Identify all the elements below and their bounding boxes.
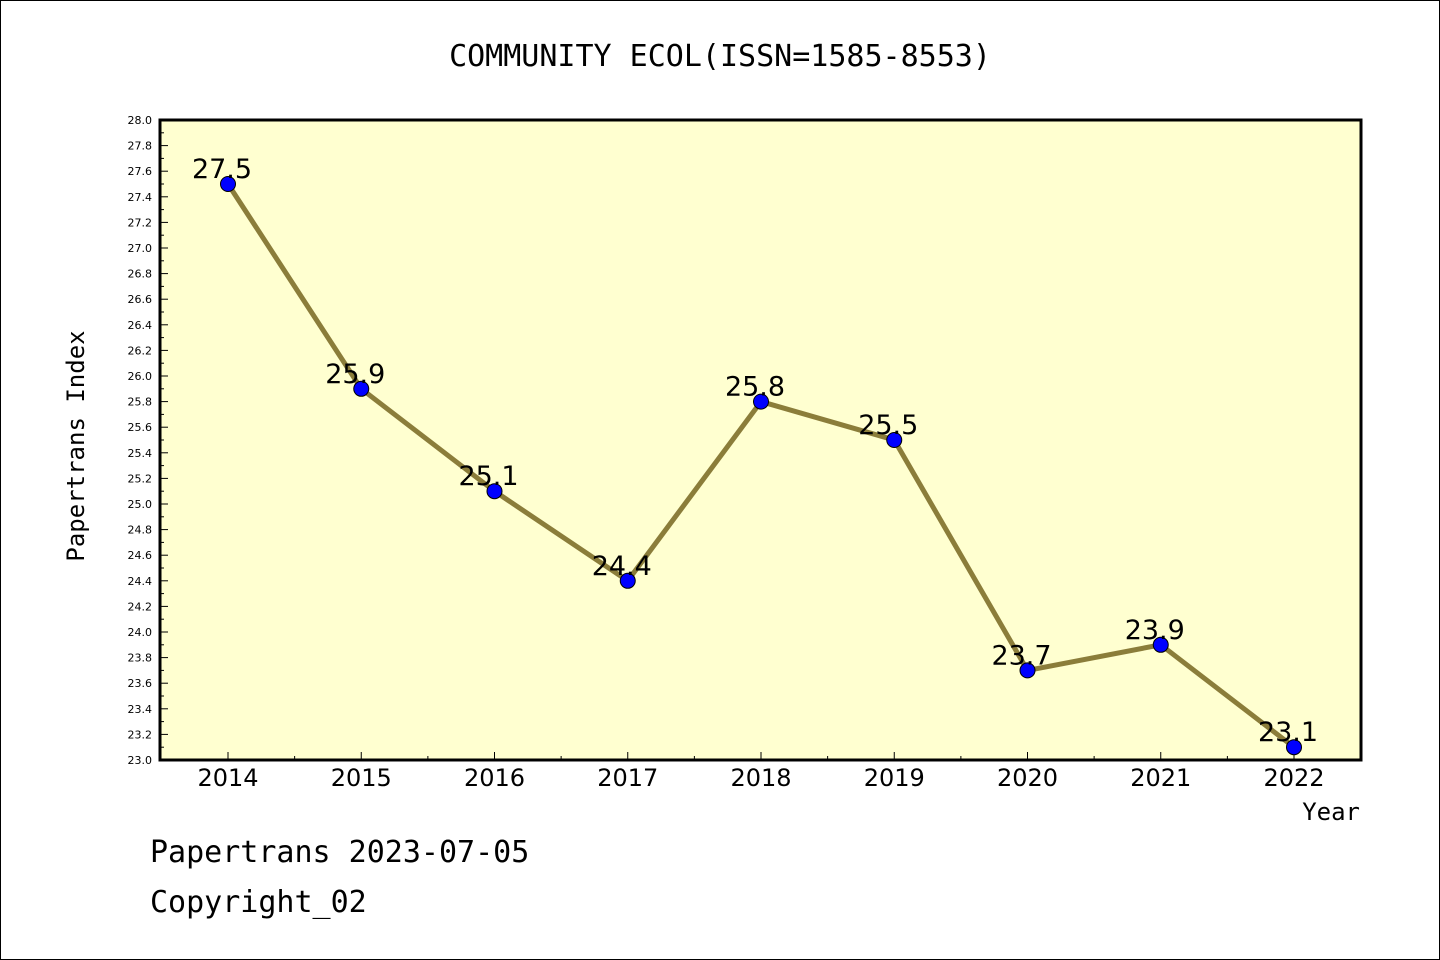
data-point-marker [1152, 636, 1169, 653]
data-markers [220, 176, 1302, 756]
y-tick-label: 26.8 [128, 268, 153, 281]
y-axis-label: Papertrans Index [62, 330, 90, 561]
data-value-label: 25.8 [725, 372, 785, 403]
x-tick-label: 2019 [864, 764, 925, 792]
y-tick-label: 24.0 [128, 626, 153, 639]
data-value-label: 23.9 [1125, 615, 1185, 646]
footer-copyright: Copyright_02 [150, 885, 367, 920]
y-tick-label: 23.4 [128, 703, 153, 716]
data-point-marker [220, 176, 236, 192]
data-point-marker [886, 432, 903, 448]
y-tick-label: 25.0 [128, 498, 153, 511]
x-tick-label: 2021 [1130, 764, 1191, 792]
y-tick-label: 23.2 [128, 728, 153, 741]
data-point-marker [486, 483, 503, 500]
y-tick-label: 26.6 [128, 293, 153, 306]
x-tick-label: 2015 [331, 764, 392, 792]
data-labels: 27.5 25.9 25.1 24.4 25.8 25.5 23.7 23.9 23.1 [192, 154, 1318, 748]
data-value-label: 23.1 [1258, 717, 1318, 748]
y-tick-label: 24.8 [128, 524, 153, 537]
y-tick-label: 27.8 [128, 140, 153, 153]
y-tick-label: 25.2 [128, 472, 153, 485]
data-point-marker [353, 380, 370, 397]
data-point-marker [1286, 739, 1302, 756]
x-tick-label: 2014 [197, 764, 258, 792]
y-tick-label: 27.4 [128, 191, 153, 204]
data-point-marker [1019, 662, 1036, 679]
y-tick-label: 26.4 [128, 319, 153, 332]
plot-border [158, 118, 1363, 762]
y-tick-label: 24.6 [128, 549, 153, 562]
y-tick-label: 25.8 [128, 396, 153, 409]
x-tick-label: 2020 [997, 764, 1058, 792]
x-tick-label: 2017 [597, 764, 658, 792]
y-tick-label: 23.0 [128, 754, 153, 767]
footer-date: Papertrans 2023-07-05 [150, 835, 530, 870]
data-value-label: 25.1 [458, 461, 518, 492]
y-tick-label: 23.6 [128, 677, 153, 690]
x-tick-label: 2022 [1263, 764, 1324, 792]
y-tick-label: 26.2 [128, 344, 153, 357]
data-value-label: 24.4 [592, 551, 652, 582]
y-tick-label: 24.2 [128, 600, 153, 613]
data-value-label: 25.9 [325, 359, 385, 390]
data-point-marker [753, 393, 769, 410]
x-tick-label: 2016 [464, 764, 525, 792]
y-tick-label: 23.8 [128, 652, 153, 665]
y-tick-label: 27.2 [128, 216, 153, 229]
y-tick-label: 26.0 [128, 370, 153, 383]
plot-area [160, 120, 1361, 760]
y-axis: 23.0 23.2 23.4 23.6 23.8 24.0 24.2 24.4 24.6 24.8… [128, 114, 168, 767]
data-point-marker [619, 572, 636, 589]
x-tick-label: 2018 [730, 764, 791, 792]
y-tick-label: 25.6 [128, 421, 153, 434]
data-value-label: 27.5 [192, 154, 252, 185]
y-tick-label: 28.0 [128, 114, 153, 127]
y-tick-label: 24.4 [128, 575, 153, 588]
data-value-label: 23.7 [991, 640, 1051, 671]
x-axis-label: Year [1302, 798, 1360, 826]
data-value-label: 25.5 [858, 410, 918, 441]
y-tick-label: 27.0 [128, 242, 153, 255]
y-tick-label: 27.6 [128, 165, 153, 178]
y-tick-label: 25.4 [128, 447, 153, 460]
chart-title: COMMUNITY ECOL(ISSN=1585-8553) [449, 39, 991, 74]
